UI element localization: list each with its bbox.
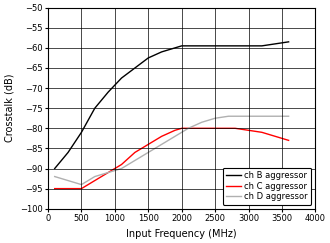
ch C aggressor: [133, 151, 137, 154]
ch B aggressor: [53, 167, 57, 170]
ch D aggressor: [273, 115, 277, 118]
ch C aggressor: [106, 171, 110, 174]
Line: ch D aggressor: ch D aggressor: [55, 116, 289, 185]
ch C aggressor: [180, 127, 184, 130]
ch D aggressor: [226, 115, 230, 118]
ch C aggressor: [220, 127, 224, 130]
ch C aggressor: [80, 187, 83, 190]
ch D aggressor: [66, 179, 70, 182]
ch D aggressor: [213, 117, 217, 120]
ch B aggressor: [146, 56, 150, 59]
ch B aggressor: [213, 44, 217, 47]
ch D aggressor: [247, 115, 250, 118]
ch D aggressor: [200, 121, 204, 124]
ch D aggressor: [119, 167, 123, 170]
ch B aggressor: [247, 44, 250, 47]
ch B aggressor: [220, 44, 224, 47]
ch C aggressor: [247, 129, 250, 132]
ch C aggressor: [160, 135, 164, 138]
ch D aggressor: [260, 115, 264, 118]
ch D aggressor: [287, 115, 291, 118]
ch D aggressor: [80, 183, 83, 186]
ch B aggressor: [287, 40, 291, 43]
ch C aggressor: [119, 163, 123, 166]
ch D aggressor: [186, 127, 190, 130]
ch B aggressor: [119, 77, 123, 79]
ch D aggressor: [240, 115, 244, 118]
ch D aggressor: [133, 159, 137, 162]
ch B aggressor: [66, 151, 70, 154]
ch B aggressor: [233, 44, 237, 47]
ch B aggressor: [173, 46, 177, 49]
ch B aggressor: [93, 107, 97, 110]
Y-axis label: Crosstalk (dB): Crosstalk (dB): [4, 74, 14, 142]
ch C aggressor: [260, 131, 264, 134]
Line: ch B aggressor: ch B aggressor: [55, 42, 289, 168]
Line: ch C aggressor: ch C aggressor: [55, 128, 289, 189]
ch B aggressor: [193, 44, 197, 47]
ch C aggressor: [173, 129, 177, 132]
ch B aggressor: [180, 44, 184, 47]
ch C aggressor: [287, 139, 291, 142]
ch C aggressor: [233, 127, 237, 130]
ch B aggressor: [273, 42, 277, 45]
ch D aggressor: [173, 135, 177, 138]
ch C aggressor: [53, 187, 57, 190]
ch C aggressor: [146, 143, 150, 146]
ch D aggressor: [146, 151, 150, 154]
ch D aggressor: [106, 171, 110, 174]
Legend: ch B aggressor, ch C aggressor, ch D aggressor: ch B aggressor, ch C aggressor, ch D agg…: [222, 168, 311, 205]
ch C aggressor: [93, 179, 97, 182]
X-axis label: Input Frequency (MHz): Input Frequency (MHz): [126, 229, 237, 239]
ch B aggressor: [160, 51, 164, 53]
ch B aggressor: [207, 44, 211, 47]
ch C aggressor: [273, 135, 277, 138]
ch C aggressor: [193, 127, 197, 130]
ch C aggressor: [207, 127, 211, 130]
ch C aggressor: [66, 187, 70, 190]
ch D aggressor: [160, 143, 164, 146]
ch B aggressor: [80, 131, 83, 134]
ch D aggressor: [53, 175, 57, 178]
ch B aggressor: [260, 44, 264, 47]
ch D aggressor: [93, 175, 97, 178]
ch B aggressor: [106, 91, 110, 94]
ch B aggressor: [133, 67, 137, 69]
